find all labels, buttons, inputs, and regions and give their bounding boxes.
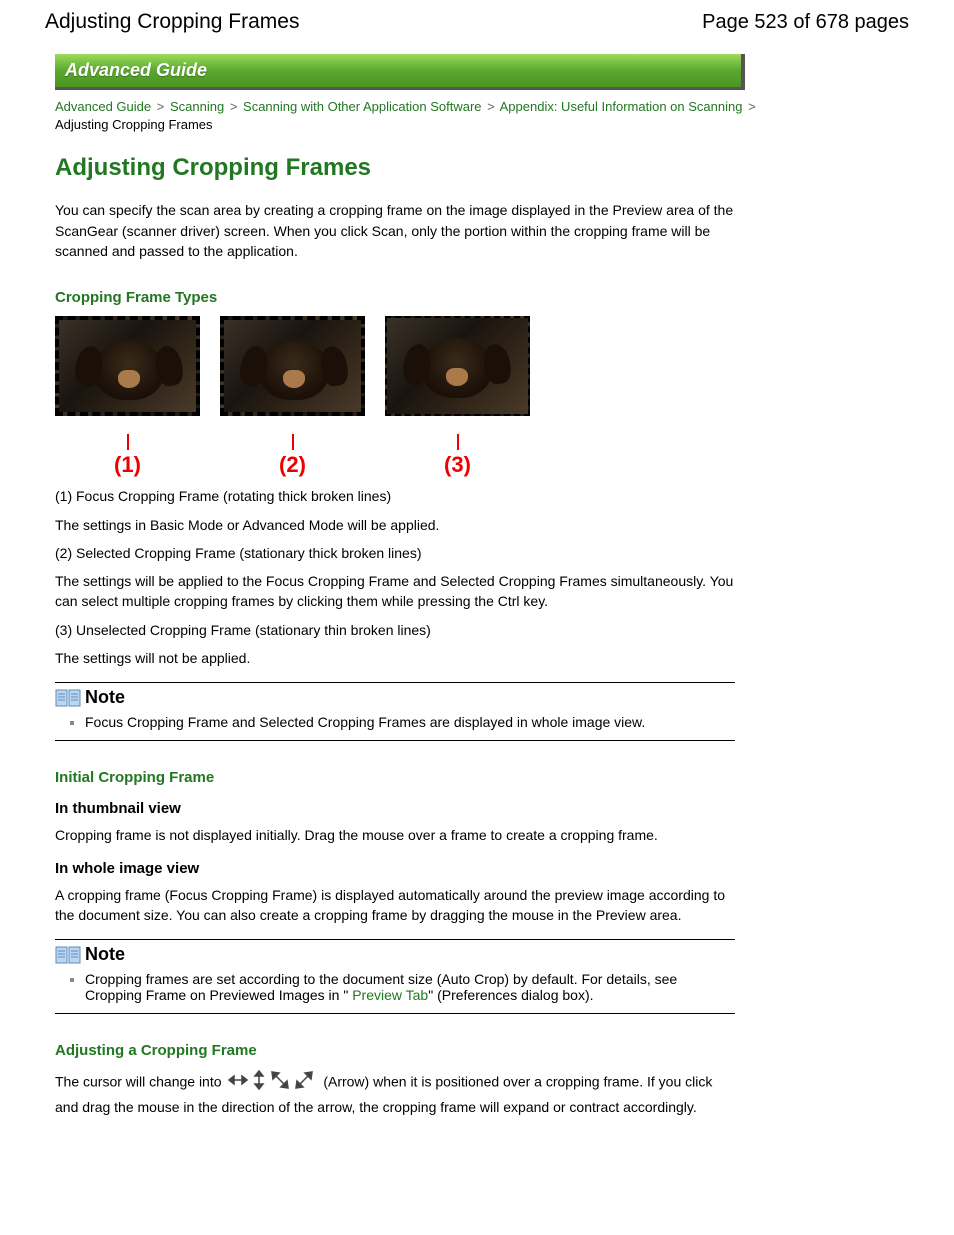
note-title-row: Note <box>55 683 735 710</box>
breadcrumb-sep: > <box>748 99 756 114</box>
frame-number-label: (3) <box>385 434 530 478</box>
note-block: Note Focus Cropping Frame and Selected C… <box>55 682 735 741</box>
frame-desc-label: (2) Selected Cropping Frame (stationary … <box>55 543 735 563</box>
frame-example-3: (3) <box>385 316 530 478</box>
cursor-arrows-icon <box>227 1078 321 1094</box>
frame-number-label: (2) <box>220 434 365 478</box>
section-heading-initial: Initial Cropping Frame <box>55 769 735 786</box>
note-title: Note <box>85 944 125 965</box>
breadcrumb-sep: > <box>230 99 238 114</box>
page-number: Page 523 of 678 pages <box>702 11 909 34</box>
breadcrumb-link[interactable]: Advanced Guide <box>55 99 151 114</box>
note-item: Cropping frames are set according to the… <box>85 971 735 1003</box>
page-title: Adjusting Cropping Frames <box>55 154 735 182</box>
note-title-row: Note <box>55 940 735 967</box>
breadcrumb: Advanced Guide > Scanning > Scanning wit… <box>55 98 909 134</box>
breadcrumb-link[interactable]: Appendix: Useful Information on Scanning <box>500 99 743 114</box>
frame-number-label: (1) <box>55 434 200 478</box>
breadcrumb-sep: > <box>157 99 165 114</box>
frame-image-selected <box>220 316 365 416</box>
preview-tab-link[interactable]: Preview Tab <box>352 987 428 1003</box>
header-title: Adjusting Cropping Frames <box>45 10 299 34</box>
note-list: Focus Cropping Frame and Selected Croppi… <box>85 714 735 730</box>
note-title: Note <box>85 687 125 708</box>
cropping-frame-examples: (1) (2) (3) <box>55 316 735 478</box>
intro-paragraph: You can specify the scan area by creatin… <box>55 200 735 261</box>
wholeimage-body: A cropping frame (Focus Cropping Frame) … <box>55 885 735 926</box>
breadcrumb-link[interactable]: Scanning <box>170 99 224 114</box>
adjust-body: The cursor will change into (Arrow) when… <box>55 1069 735 1117</box>
note-list: Cropping frames are set according to the… <box>85 971 735 1003</box>
frame-desc-body: The settings in Basic Mode or Advanced M… <box>55 515 735 535</box>
frame-example-1: (1) <box>55 316 200 478</box>
note-icon <box>55 689 81 707</box>
section-heading-adjust: Adjusting a Cropping Frame <box>55 1042 735 1059</box>
subsection-thumbnail: In thumbnail view <box>55 800 735 817</box>
frame-image-focus <box>55 316 200 416</box>
guide-banner: Advanced Guide <box>55 54 745 90</box>
note-item: Focus Cropping Frame and Selected Croppi… <box>85 714 735 730</box>
frame-desc-label: (1) Focus Cropping Frame (rotating thick… <box>55 486 735 506</box>
frame-desc-label: (3) Unselected Cropping Frame (stationar… <box>55 620 735 640</box>
frame-example-2: (2) <box>220 316 365 478</box>
breadcrumb-link[interactable]: Scanning with Other Application Software <box>243 99 481 114</box>
note-icon <box>55 946 81 964</box>
frame-desc-body: The settings will be applied to the Focu… <box>55 571 735 612</box>
section-heading-types: Cropping Frame Types <box>55 289 735 306</box>
breadcrumb-sep: > <box>487 99 495 114</box>
frame-image-unselected <box>385 316 530 416</box>
frame-desc-body: The settings will not be applied. <box>55 648 735 668</box>
note-block: Note Cropping frames are set according t… <box>55 939 735 1014</box>
thumbnail-body: Cropping frame is not displayed initiall… <box>55 825 735 845</box>
subsection-wholeimage: In whole image view <box>55 860 735 877</box>
page-header: Adjusting Cropping Frames Page 523 of 67… <box>45 10 909 34</box>
breadcrumb-current: Adjusting Cropping Frames <box>55 117 213 132</box>
